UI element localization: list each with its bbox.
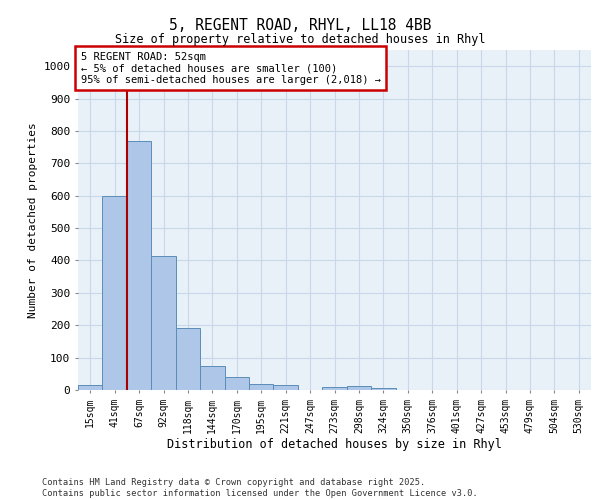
Bar	[274, 385, 298, 390]
Bar	[200, 366, 224, 390]
Bar	[224, 377, 249, 390]
Bar	[78, 385, 103, 390]
Bar	[176, 328, 200, 390]
X-axis label: Distribution of detached houses by size in Rhyl: Distribution of detached houses by size …	[167, 438, 502, 452]
Bar	[249, 384, 274, 390]
Text: Size of property relative to detached houses in Rhyl: Size of property relative to detached ho…	[115, 32, 485, 46]
Text: 5 REGENT ROAD: 52sqm
← 5% of detached houses are smaller (100)
95% of semi-detac: 5 REGENT ROAD: 52sqm ← 5% of detached ho…	[80, 52, 380, 85]
Bar	[103, 196, 127, 390]
Bar	[322, 387, 347, 390]
Text: Contains HM Land Registry data © Crown copyright and database right 2025.
Contai: Contains HM Land Registry data © Crown c…	[42, 478, 478, 498]
Y-axis label: Number of detached properties: Number of detached properties	[28, 122, 38, 318]
Text: 5, REGENT ROAD, RHYL, LL18 4BB: 5, REGENT ROAD, RHYL, LL18 4BB	[169, 18, 431, 32]
Bar	[127, 140, 151, 390]
Bar	[151, 256, 176, 390]
Bar	[371, 388, 395, 390]
Bar	[347, 386, 371, 390]
